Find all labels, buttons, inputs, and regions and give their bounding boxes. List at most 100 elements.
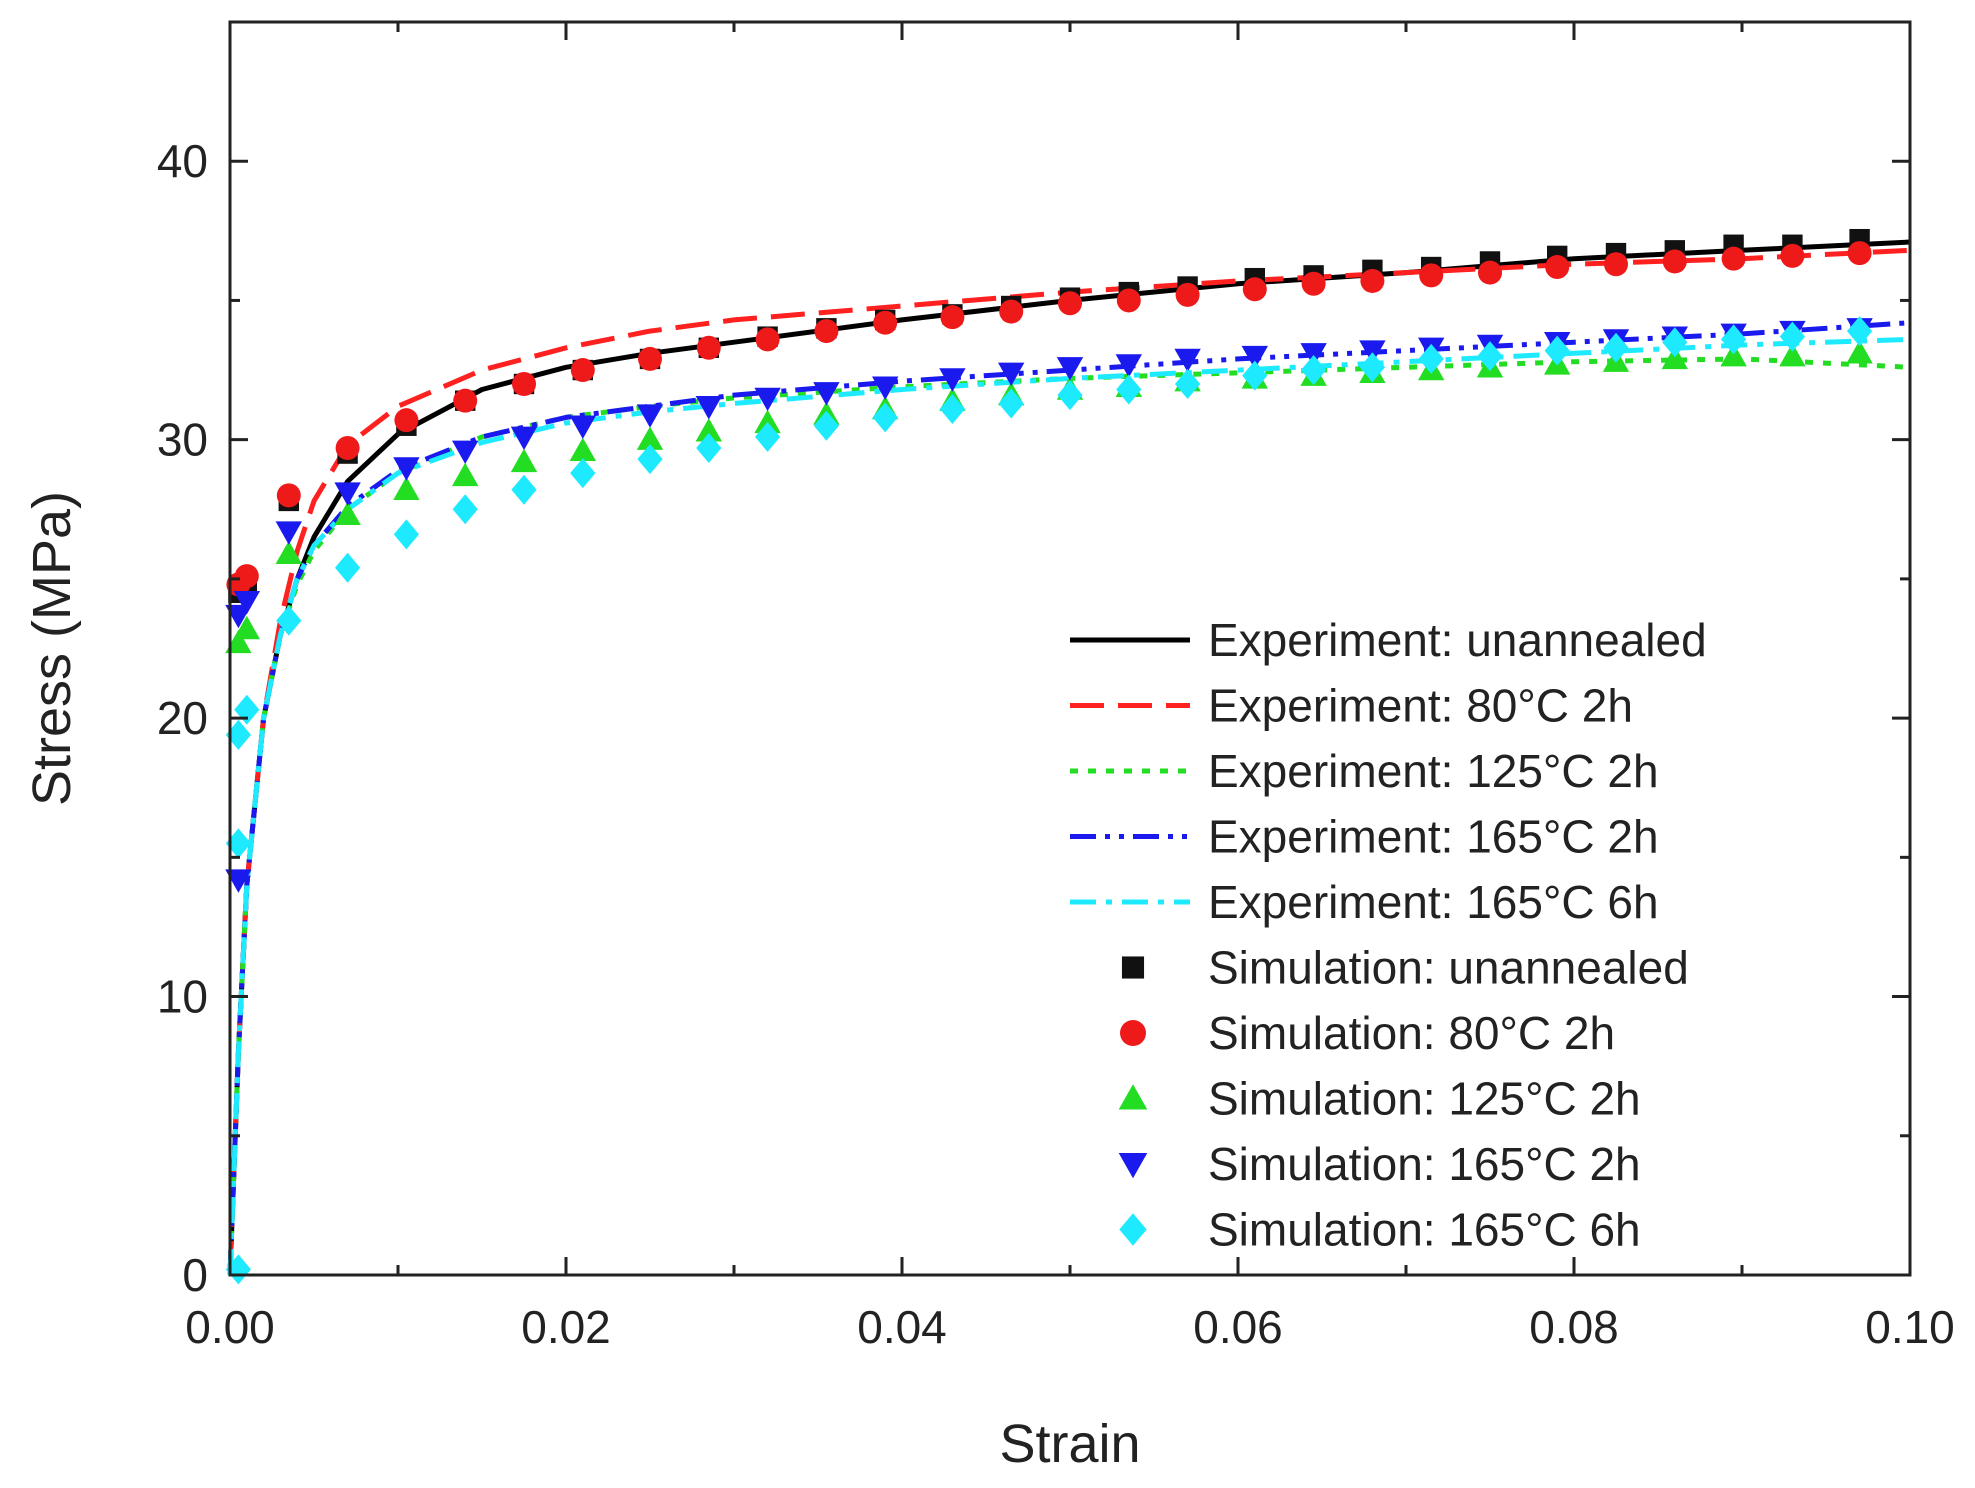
legend-label: Experiment: unannealed	[1208, 614, 1707, 666]
marker-point	[453, 388, 478, 413]
x-tick-label: 0.08	[1529, 1301, 1619, 1353]
markers-simulation-80c-2h	[226, 241, 1872, 597]
marker-point	[233, 590, 260, 615]
marker-point	[1174, 348, 1201, 373]
marker-point	[334, 501, 361, 526]
legend-label: Experiment: 165°C 6h	[1208, 876, 1659, 928]
marker-point	[872, 402, 898, 433]
marker-point	[275, 521, 302, 545]
marker-point	[225, 869, 252, 893]
marker-point	[1478, 260, 1502, 285]
marker-point	[1847, 316, 1873, 347]
x-tick-label: 0.06	[1193, 1301, 1283, 1353]
marker-point	[998, 362, 1025, 387]
marker-point	[1359, 352, 1385, 383]
legend-label: Experiment: 125°C 2h	[1208, 745, 1659, 797]
marker-layer	[225, 228, 1873, 1285]
x-tick-label: 0.04	[857, 1301, 947, 1353]
marker-point	[1603, 332, 1629, 363]
legend-label: Simulation: 165°C 2h	[1208, 1138, 1641, 1190]
marker-point	[755, 421, 781, 452]
marker-point	[638, 346, 662, 371]
legend-label: Simulation: unannealed	[1208, 942, 1689, 994]
marker-point	[1847, 241, 1872, 266]
legend-label: Experiment: 165°C 2h	[1208, 811, 1659, 863]
marker-point	[1058, 291, 1082, 316]
marker-point	[696, 335, 721, 360]
marker-point	[393, 457, 420, 481]
marker-point	[275, 540, 302, 565]
marker-point	[276, 483, 301, 508]
marker-point	[755, 327, 780, 352]
marker-point	[570, 358, 595, 383]
marker-point	[225, 1254, 251, 1285]
marker-point	[234, 694, 260, 725]
marker-point	[1846, 340, 1873, 364]
marker-point	[393, 519, 419, 550]
marker-point	[335, 552, 361, 583]
marker-point	[1175, 282, 1200, 307]
legend-label: Simulation: 80°C 2h	[1208, 1007, 1615, 1059]
legend-label: Simulation: 165°C 6h	[1208, 1204, 1641, 1256]
marker-point	[510, 448, 538, 473]
y-axis-title: Stress (MPa)	[22, 491, 82, 806]
tick-layer: 0.00 0.02 0.04 0.06 0.08 0.10 0 10 20 30 40	[157, 22, 1955, 1353]
y-tick-label: 0	[182, 1249, 208, 1301]
marker-point	[1175, 368, 1201, 399]
line-experiment-165c-6h	[227, 336, 1911, 1276]
marker-point	[1115, 354, 1142, 378]
marker-point	[696, 433, 722, 464]
marker-point	[1359, 340, 1386, 364]
legend-marker-simulation-125c-2h	[1118, 1084, 1148, 1110]
marker-point	[872, 376, 899, 400]
x-tick-label: 0.02	[521, 1301, 611, 1353]
marker-point	[512, 371, 536, 396]
marker-point	[873, 310, 898, 335]
x-tick-label: 0.10	[1865, 1301, 1955, 1353]
y-tick-label: 20	[157, 692, 208, 744]
marker-point	[569, 415, 596, 439]
marker-point	[1779, 321, 1805, 352]
marker-point	[1544, 335, 1570, 366]
legend-marker-simulation-80c-2h	[1120, 1020, 1146, 1046]
marker-point	[813, 410, 839, 441]
marker-point	[1720, 342, 1747, 367]
marker-point	[1116, 288, 1141, 313]
y-tick-label: 40	[157, 135, 208, 187]
legend-label: Experiment: 80°C 2h	[1208, 680, 1633, 732]
marker-point	[1477, 341, 1503, 372]
marker-point	[1545, 255, 1570, 280]
marker-point	[754, 387, 781, 412]
marker-point	[1662, 327, 1688, 358]
legend-marker-simulation-165c-6h	[1119, 1213, 1147, 1246]
marker-point	[393, 476, 420, 500]
markers-simulation-165c-6h	[225, 316, 1873, 750]
marker-point	[636, 404, 664, 428]
marker-point	[1300, 343, 1327, 367]
marker-point	[1661, 345, 1688, 370]
marker-point	[234, 564, 259, 589]
marker-point	[695, 396, 722, 420]
marker-point	[636, 426, 664, 450]
line-experiment-165c-2h	[227, 320, 1911, 1276]
marker-point	[1662, 249, 1687, 274]
marker-point	[452, 440, 479, 465]
marker-point	[998, 388, 1024, 419]
marker-point	[754, 409, 781, 434]
marker-point	[394, 408, 419, 433]
marker-point	[939, 394, 965, 425]
legend: Experiment: unannealed Experiment: 80°C 2…	[1070, 614, 1707, 1256]
marker-point	[569, 437, 596, 462]
y-tick-label: 30	[157, 414, 208, 466]
y-tick-label: 10	[157, 971, 208, 1023]
marker-point	[1721, 246, 1746, 271]
x-axis-title: Strain	[999, 1414, 1140, 1474]
legend-marker-simulation-unannealed	[1121, 956, 1145, 979]
marker-point	[999, 299, 1024, 324]
marker-point	[1779, 342, 1806, 367]
marker-point	[940, 305, 965, 330]
marker-point	[1301, 355, 1327, 386]
marker-point	[225, 629, 252, 654]
markers-simulation-165c-2h	[225, 318, 1873, 629]
